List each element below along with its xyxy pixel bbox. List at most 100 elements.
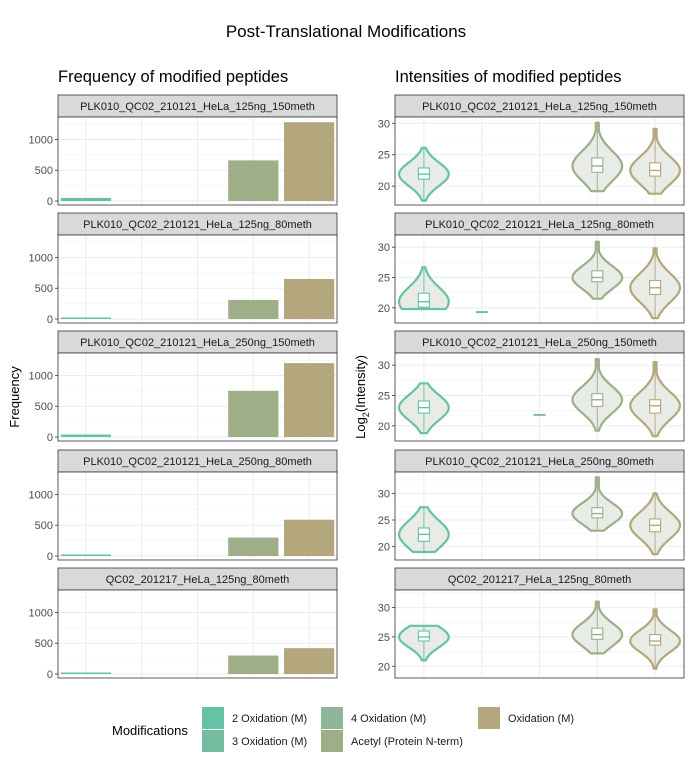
legend-label: Acetyl (Protein N-term) bbox=[351, 736, 463, 748]
legend-key bbox=[321, 707, 343, 729]
bar bbox=[60, 197, 112, 201]
box bbox=[591, 507, 604, 519]
facet-border bbox=[394, 116, 685, 206]
legend-label: Oxidation (M) bbox=[508, 713, 574, 725]
legend-key bbox=[478, 707, 500, 729]
y-tick-label: 30 bbox=[378, 360, 390, 372]
box bbox=[417, 630, 430, 642]
y-tick-label: 25 bbox=[378, 515, 390, 527]
bar bbox=[228, 299, 279, 319]
facet-border bbox=[57, 116, 338, 206]
legend-item: Acetyl (Protein N-term) bbox=[321, 730, 463, 752]
facet-strip-label: PLK010_QC02_210121_HeLa_125ng_80meth bbox=[83, 219, 312, 231]
box bbox=[417, 292, 430, 308]
legend-label: 4 Oxidation (M) bbox=[351, 713, 426, 725]
facet-border bbox=[57, 471, 338, 561]
y-tick-label: 0 bbox=[47, 669, 53, 681]
facet-border bbox=[394, 234, 685, 324]
facet-strip-label: PLK010_QC02_210121_HeLa_125ng_150meth bbox=[80, 101, 315, 113]
y-tick-label: 30 bbox=[378, 488, 390, 500]
y-tick-label: 1000 bbox=[29, 370, 53, 382]
legend-label: 2 Oxidation (M) bbox=[232, 713, 307, 725]
legend-key bbox=[321, 730, 343, 752]
facet-strip-label: PLK010_QC02_210121_HeLa_250ng_80meth bbox=[425, 456, 654, 468]
y-tick-label: 25 bbox=[378, 272, 390, 284]
y-tick-label: 20 bbox=[378, 421, 390, 433]
facet-border bbox=[394, 471, 685, 561]
right-y-axis-label-rest: (Intensity) bbox=[353, 355, 368, 412]
y-tick-label: 1000 bbox=[29, 489, 53, 501]
y-tick-label: 500 bbox=[35, 520, 53, 532]
facet-border bbox=[394, 589, 685, 679]
right-y-axis-label-log: Log bbox=[353, 417, 368, 439]
bar bbox=[283, 648, 335, 674]
facet-border bbox=[394, 352, 685, 442]
bar bbox=[228, 655, 279, 674]
legend-key bbox=[202, 707, 224, 729]
right-y-axis-label: Log2(Intensity) bbox=[353, 355, 371, 439]
box bbox=[591, 270, 604, 283]
y-tick-label: 1000 bbox=[29, 252, 53, 264]
y-tick-label: 0 bbox=[47, 551, 53, 563]
y-tick-label: 0 bbox=[47, 432, 53, 444]
y-tick-label: 0 bbox=[47, 196, 53, 208]
bar-facet: QC02_201217_HeLa_125ng_80meth 0 500 1000 bbox=[29, 567, 338, 681]
bar-facet: PLK010_QC02_210121_HeLa_125ng_150meth 0 50… bbox=[29, 94, 338, 208]
legend: Modifications 2 Oxidation (M) 3 Oxidatio… bbox=[112, 707, 574, 752]
box bbox=[649, 634, 662, 646]
legend-label: 3 Oxidation (M) bbox=[232, 736, 307, 748]
y-tick-label: 20 bbox=[378, 181, 390, 193]
facet-border bbox=[57, 352, 338, 442]
facet-strip-label: QC02_201217_HeLa_125ng_80meth bbox=[106, 574, 290, 586]
y-tick-label: 25 bbox=[378, 150, 390, 162]
bar bbox=[228, 537, 279, 556]
left-panel-title: Frequency of modified peptides bbox=[58, 68, 288, 86]
bar-facet: PLK010_QC02_210121_HeLa_250ng_80meth 0 500… bbox=[29, 449, 338, 563]
y-tick-label: 30 bbox=[378, 118, 390, 130]
legend-title: Modifications bbox=[112, 723, 188, 738]
facet-border bbox=[57, 234, 338, 324]
y-tick-label: 25 bbox=[378, 632, 390, 644]
right-y-axis-label-sub: 2 bbox=[361, 412, 371, 417]
facet-strip-label: QC02_201217_HeLa_125ng_80meth bbox=[448, 574, 632, 586]
facet-strip-label: PLK010_QC02_210121_HeLa_250ng_150meth bbox=[80, 337, 315, 349]
y-tick-label: 30 bbox=[378, 242, 390, 254]
y-tick-label: 20 bbox=[378, 542, 390, 554]
figure-title: Post-Translational Modifications bbox=[226, 22, 466, 41]
legend-item: 2 Oxidation (M) bbox=[202, 707, 307, 729]
bar bbox=[60, 434, 112, 437]
bar bbox=[283, 122, 335, 201]
y-tick-label: 500 bbox=[35, 401, 53, 413]
bar-facet: PLK010_QC02_210121_HeLa_250ng_150meth 0 50… bbox=[29, 330, 338, 444]
right-panel-title: Intensities of modified peptides bbox=[395, 68, 622, 86]
box bbox=[591, 157, 604, 173]
violin-facet: QC02_201217_HeLa_125ng_80meth 20 25 30 bbox=[378, 567, 685, 679]
y-tick-label: 0 bbox=[47, 314, 53, 326]
facet-border bbox=[57, 589, 338, 679]
violin-facet: PLK010_QC02_210121_HeLa_250ng_80meth 20 25… bbox=[378, 449, 685, 561]
bar-facet: PLK010_QC02_210121_HeLa_125ng_80meth 0 500… bbox=[29, 212, 338, 326]
legend-item: 4 Oxidation (M) bbox=[321, 707, 426, 729]
facet-strip-label: PLK010_QC02_210121_HeLa_250ng_80meth bbox=[83, 456, 312, 468]
legend-item: Oxidation (M) bbox=[478, 707, 574, 729]
violin-facet: PLK010_QC02_210121_HeLa_250ng_150meth 20 2… bbox=[378, 330, 685, 442]
y-tick-label: 25 bbox=[378, 390, 390, 402]
facet-strip-label: PLK010_QC02_210121_HeLa_125ng_80meth bbox=[425, 219, 654, 231]
y-tick-label: 1000 bbox=[29, 607, 53, 619]
bar bbox=[283, 279, 335, 319]
y-tick-label: 500 bbox=[35, 638, 53, 650]
y-tick-label: 30 bbox=[378, 603, 390, 615]
y-tick-label: 500 bbox=[35, 283, 53, 295]
y-tick-label: 20 bbox=[378, 661, 390, 673]
facet-strip-label: PLK010_QC02_210121_HeLa_250ng_150meth bbox=[422, 337, 657, 349]
bar bbox=[60, 554, 112, 556]
bar bbox=[60, 672, 112, 674]
y-tick-label: 1000 bbox=[29, 134, 53, 146]
intensity-facets: PLK010_QC02_210121_HeLa_125ng_150meth 20 2… bbox=[378, 94, 685, 679]
left-y-axis-label: Frequency bbox=[7, 366, 22, 428]
box bbox=[649, 162, 662, 177]
box bbox=[591, 627, 604, 640]
frequency-facets: PLK010_QC02_210121_HeLa_125ng_150meth 0 50… bbox=[29, 94, 338, 681]
violin-facet: PLK010_QC02_210121_HeLa_125ng_150meth 20 2… bbox=[378, 94, 685, 206]
violin-facet: PLK010_QC02_210121_HeLa_125ng_80meth 20 25… bbox=[378, 212, 685, 324]
